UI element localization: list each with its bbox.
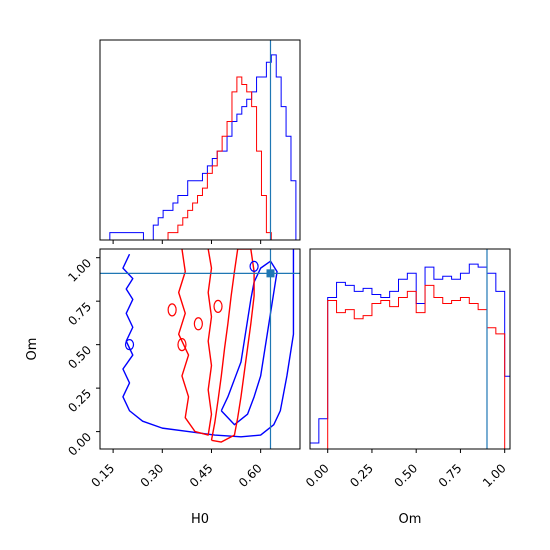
h0-marginal-panel bbox=[99, 39, 301, 244]
joint-ytick-label-4: 1.00 bbox=[65, 256, 94, 285]
contour-group bbox=[122, 249, 295, 443]
joint-xtick-label-2: 0.45 bbox=[187, 461, 216, 490]
joint-xtick-label-3: 0.60 bbox=[236, 461, 265, 490]
h0-hist-red bbox=[143, 76, 296, 241]
om-xtick-label-2: 0.50 bbox=[392, 461, 421, 490]
om-marginal-frame bbox=[309, 248, 511, 450]
red-contour-island-2 bbox=[193, 317, 203, 331]
h0-om-joint-panel: 0.15 0.30 0.45 0.60 0.00 0.25 0.50 0.75 1.00 H0 Om bbox=[25, 248, 301, 527]
joint-ytick-label-3: 0.75 bbox=[65, 299, 94, 328]
red-contour-island-1 bbox=[167, 303, 177, 317]
blue-contour-outer bbox=[122, 249, 295, 438]
joint-ytick-label-1: 0.25 bbox=[65, 386, 94, 415]
blue-contour-island-1 bbox=[249, 260, 259, 272]
joint-frame bbox=[99, 248, 301, 450]
joint-xtick-label-0: 0.15 bbox=[88, 461, 117, 490]
om-xtick-label-1: 0.25 bbox=[347, 461, 376, 490]
red-contour-inner bbox=[177, 249, 213, 436]
om-xtick-label-3: 0.75 bbox=[436, 461, 465, 490]
red-contour-island-3 bbox=[213, 299, 223, 313]
om-xtick-label-4: 1.00 bbox=[480, 461, 509, 490]
blue-contour-inner bbox=[220, 260, 278, 426]
om-xlabel: Om bbox=[399, 512, 422, 527]
om-hist-blue bbox=[309, 263, 511, 449]
h0-marginal-frame bbox=[99, 39, 301, 241]
om-hist-red bbox=[310, 284, 510, 450]
blue-contour-island-0 bbox=[124, 339, 135, 351]
red-contour-outer bbox=[210, 249, 255, 443]
joint-truth-marker bbox=[266, 269, 275, 278]
joint-ylabel: Om bbox=[25, 338, 40, 361]
om-xtick-label-0: 0.00 bbox=[303, 461, 332, 490]
om-marginal-panel: 0.00 0.25 0.50 0.75 1.00 Om bbox=[303, 248, 511, 527]
joint-ytick-label-0: 0.00 bbox=[65, 430, 94, 459]
joint-xlabel: H0 bbox=[191, 512, 209, 527]
joint-xtick-label-1: 0.30 bbox=[138, 461, 167, 490]
h0-hist-blue bbox=[109, 54, 297, 241]
red-contour-island-0 bbox=[177, 338, 187, 352]
joint-ytick-label-2: 0.50 bbox=[65, 343, 94, 372]
